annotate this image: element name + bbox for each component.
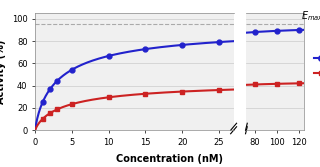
- Text: $E_{max}$: $E_{max}$: [301, 10, 320, 23]
- Text: Concentration (nM): Concentration (nM): [116, 154, 223, 164]
- Legend: Full agonist, Partial agonist: Full agonist, Partial agonist: [311, 50, 320, 82]
- Y-axis label: Activity (%): Activity (%): [0, 40, 6, 104]
